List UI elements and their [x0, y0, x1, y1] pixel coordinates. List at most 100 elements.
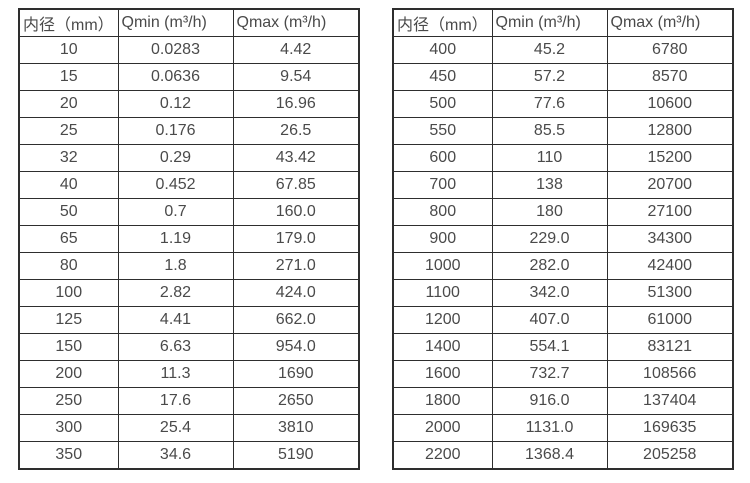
table-row: 800 180 27100 — [392, 197, 734, 226]
table-row: 10 0.0283 4.42 — [18, 35, 360, 64]
cell-qmax: 6780 — [606, 35, 734, 64]
table-row: 700 138 20700 — [392, 170, 734, 199]
cell-diameter: 65 — [18, 224, 119, 253]
cell-diameter: 50 — [18, 197, 119, 226]
cell-qmin: 25.4 — [117, 413, 234, 442]
cell-qmin: 732.7 — [491, 359, 608, 388]
table-row: 350 34.6 5190 — [18, 440, 360, 470]
cell-qmax: 26.5 — [232, 116, 360, 145]
table-row: 250 17.6 2650 — [18, 386, 360, 415]
cell-qmin: 0.176 — [117, 116, 234, 145]
table-row: 65 1.19 179.0 — [18, 224, 360, 253]
cell-diameter: 250 — [18, 386, 119, 415]
flow-table-large-diameters: 内径（mm） Qmin (m³/h) Qmax (m³/h) 400 45.2 67… — [392, 8, 734, 470]
cell-qmax: 51300 — [606, 278, 734, 307]
table-row: 1200 407.0 61000 — [392, 305, 734, 334]
cell-diameter: 350 — [18, 440, 119, 470]
col-header-diameter: 内径（mm） — [392, 8, 493, 37]
table-row: 1600 732.7 108566 — [392, 359, 734, 388]
cell-diameter: 550 — [392, 116, 493, 145]
cell-diameter: 15 — [18, 62, 119, 91]
cell-qmax: 1690 — [232, 359, 360, 388]
cell-qmin: 34.6 — [117, 440, 234, 470]
header-row: 内径（mm） Qmin (m³/h) Qmax (m³/h) — [392, 8, 734, 37]
table-row: 40 0.452 67.85 — [18, 170, 360, 199]
cell-diameter: 600 — [392, 143, 493, 172]
table-row: 500 77.6 10600 — [392, 89, 734, 118]
cell-qmin: 77.6 — [491, 89, 608, 118]
cell-diameter: 100 — [18, 278, 119, 307]
cell-diameter: 40 — [18, 170, 119, 199]
cell-qmin: 45.2 — [491, 35, 608, 64]
cell-qmin: 229.0 — [491, 224, 608, 253]
cell-qmax: 42400 — [606, 251, 734, 280]
cell-qmin: 0.12 — [117, 89, 234, 118]
cell-qmax: 3810 — [232, 413, 360, 442]
table-row: 1000 282.0 42400 — [392, 251, 734, 280]
cell-diameter: 1100 — [392, 278, 493, 307]
table-row: 200 11.3 1690 — [18, 359, 360, 388]
table-row: 550 85.5 12800 — [392, 116, 734, 145]
cell-qmax: 4.42 — [232, 35, 360, 64]
cell-qmin: 2.82 — [117, 278, 234, 307]
cell-diameter: 500 — [392, 89, 493, 118]
cell-diameter: 10 — [18, 35, 119, 64]
cell-qmin: 0.0636 — [117, 62, 234, 91]
table-row: 2000 1131.0 169635 — [392, 413, 734, 442]
cell-qmax: 271.0 — [232, 251, 360, 280]
cell-diameter: 400 — [392, 35, 493, 64]
table-row: 900 229.0 34300 — [392, 224, 734, 253]
cell-qmax: 108566 — [606, 359, 734, 388]
table-row: 50 0.7 160.0 — [18, 197, 360, 226]
cell-qmax: 12800 — [606, 116, 734, 145]
table-row: 25 0.176 26.5 — [18, 116, 360, 145]
cell-diameter: 800 — [392, 197, 493, 226]
cell-diameter: 1000 — [392, 251, 493, 280]
col-header-qmax: Qmax (m³/h) — [232, 8, 360, 37]
col-header-qmin: Qmin (m³/h) — [491, 8, 608, 37]
table-row: 15 0.0636 9.54 — [18, 62, 360, 91]
cell-qmax: 27100 — [606, 197, 734, 226]
cell-diameter: 1800 — [392, 386, 493, 415]
cell-diameter: 1600 — [392, 359, 493, 388]
cell-diameter: 25 — [18, 116, 119, 145]
table-row: 1800 916.0 137404 — [392, 386, 734, 415]
cell-qmin: 11.3 — [117, 359, 234, 388]
cell-diameter: 150 — [18, 332, 119, 361]
table-row: 150 6.63 954.0 — [18, 332, 360, 361]
cell-qmin: 138 — [491, 170, 608, 199]
cell-qmax: 10600 — [606, 89, 734, 118]
col-header-diameter: 内径（mm） — [18, 8, 119, 37]
cell-qmax: 16.96 — [232, 89, 360, 118]
cell-diameter: 900 — [392, 224, 493, 253]
table-row: 125 4.41 662.0 — [18, 305, 360, 334]
cell-diameter: 2000 — [392, 413, 493, 442]
table-row: 100 2.82 424.0 — [18, 278, 360, 307]
table-row: 1400 554.1 83121 — [392, 332, 734, 361]
table-row: 20 0.12 16.96 — [18, 89, 360, 118]
cell-qmin: 282.0 — [491, 251, 608, 280]
cell-qmax: 61000 — [606, 305, 734, 334]
cell-qmax: 205258 — [606, 440, 734, 470]
cell-qmax: 2650 — [232, 386, 360, 415]
cell-diameter: 1400 — [392, 332, 493, 361]
cell-qmin: 916.0 — [491, 386, 608, 415]
cell-diameter: 32 — [18, 143, 119, 172]
cell-qmax: 662.0 — [232, 305, 360, 334]
cell-qmax: 34300 — [606, 224, 734, 253]
cell-qmin: 57.2 — [491, 62, 608, 91]
cell-qmax: 8570 — [606, 62, 734, 91]
cell-qmin: 85.5 — [491, 116, 608, 145]
cell-qmax: 43.42 — [232, 143, 360, 172]
cell-diameter: 1200 — [392, 305, 493, 334]
table-row: 300 25.4 3810 — [18, 413, 360, 442]
cell-qmin: 0.29 — [117, 143, 234, 172]
cell-qmax: 954.0 — [232, 332, 360, 361]
flow-table-small-diameters: 内径（mm） Qmin (m³/h) Qmax (m³/h) 10 0.0283 4… — [18, 8, 360, 470]
cell-qmin: 342.0 — [491, 278, 608, 307]
table-row: 450 57.2 8570 — [392, 62, 734, 91]
header-row: 内径（mm） Qmin (m³/h) Qmax (m³/h) — [18, 8, 360, 37]
table-row: 1100 342.0 51300 — [392, 278, 734, 307]
cell-qmin: 0.7 — [117, 197, 234, 226]
